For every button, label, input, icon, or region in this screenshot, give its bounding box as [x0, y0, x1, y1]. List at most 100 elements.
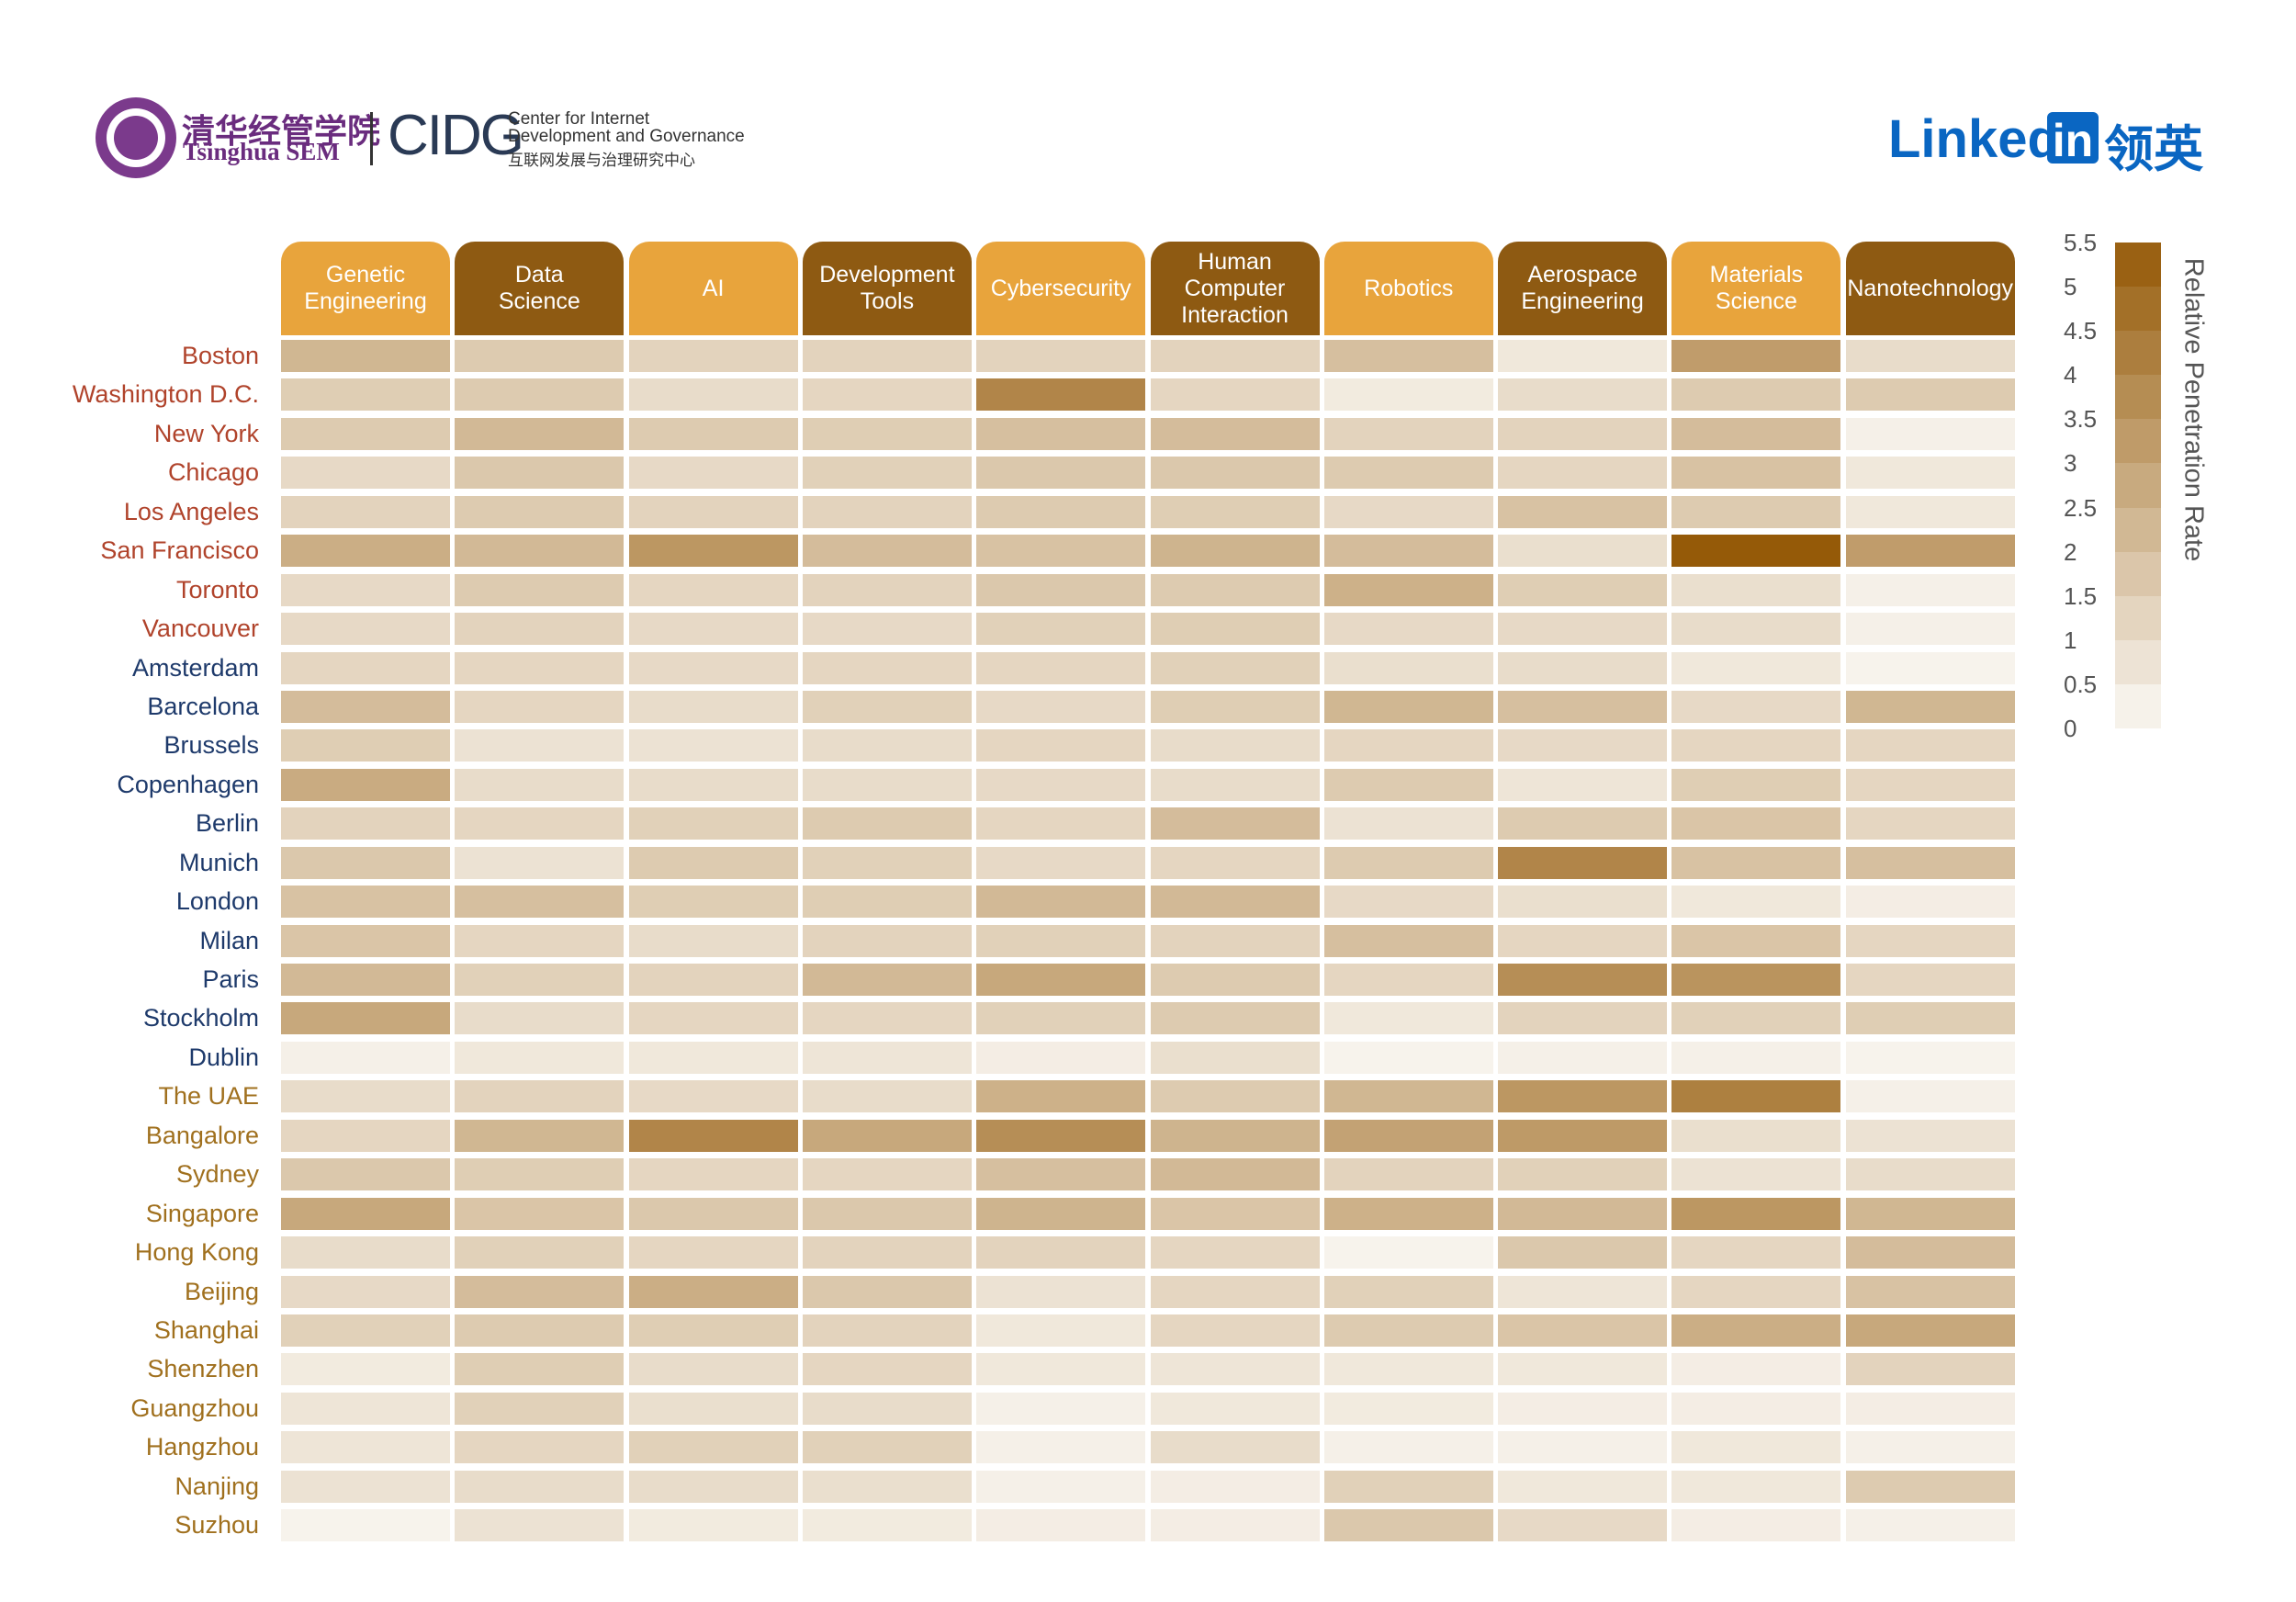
row-label: Paris [202, 965, 259, 994]
heatmap-cell [976, 495, 1146, 528]
heatmap-cell [1150, 457, 1320, 490]
heatmap-cell [1671, 495, 1841, 528]
heatmap-cell [1150, 729, 1320, 762]
heatmap-cell [976, 729, 1146, 762]
heatmap-cell [1671, 378, 1841, 412]
heatmap-cell [1671, 1119, 1841, 1152]
colorbar-tick-label: 0.5 [2064, 670, 2098, 698]
row-label: Milan [199, 926, 259, 954]
heatmap-cell [1150, 1314, 1320, 1347]
column-header: Nanotechnology [1845, 242, 2015, 335]
heatmap-cell [802, 1275, 972, 1308]
cidg-line: Development and Governance [508, 127, 745, 146]
heatmap-cell [628, 1392, 798, 1425]
heatmap-cell [1671, 846, 1841, 879]
heatmap-cell [1323, 729, 1493, 762]
colorbar-band [2115, 331, 2161, 376]
heatmap-cell [802, 1353, 972, 1386]
row-label: Beijing [184, 1277, 259, 1305]
heatmap-cell [1845, 768, 2015, 801]
heatmap-cell [1845, 340, 2015, 372]
heatmap-cell [1323, 340, 1493, 372]
tsinghua-en: Tsinghua SEM [183, 138, 340, 165]
heatmap-cell [628, 768, 798, 801]
heatmap-cell [628, 1080, 798, 1113]
heatmap-cell [802, 457, 972, 490]
heatmap-cell [1150, 573, 1320, 606]
colorbar-tick-label: 1 [2064, 626, 2077, 654]
heatmap-cell [976, 457, 1146, 490]
heatmap-cell [628, 886, 798, 919]
heatmap-cell [1498, 1470, 1668, 1503]
heatmap-cell [281, 1002, 450, 1035]
heatmap-cell [281, 340, 450, 372]
heatmap-cell [281, 886, 450, 919]
heatmap-cell [281, 1236, 450, 1269]
heatmap-cell [1150, 1275, 1320, 1308]
heatmap-cell [281, 1392, 450, 1425]
column-header: Genetic Engineering [281, 242, 450, 335]
heatmap-cell [1671, 1470, 1841, 1503]
heatmap-cell [628, 729, 798, 762]
heatmap-cell [455, 457, 625, 490]
heatmap-cell [976, 1431, 1146, 1464]
heatmap-cell [1323, 924, 1493, 957]
heatmap-cell [281, 768, 450, 801]
heatmap-cell [1323, 1392, 1493, 1425]
row-label: Sydney [175, 1160, 259, 1189]
heatmap-cell [455, 378, 625, 412]
heatmap-cell [1845, 1314, 2015, 1347]
heatmap-cell [281, 1158, 450, 1191]
heatmap-cell [628, 964, 798, 997]
heatmap-cell [1671, 924, 1841, 957]
column-header: Aerospace Engineering [1498, 242, 1668, 335]
row-label: Berlin [195, 809, 259, 838]
heatmap-cell [802, 573, 972, 606]
row-label: Stockholm [142, 1004, 259, 1032]
heatmap-cell [1323, 1509, 1493, 1542]
row-label: Shenzhen [147, 1355, 259, 1383]
heatmap-cell [1323, 1275, 1493, 1308]
heatmap-cell [1671, 1509, 1841, 1542]
heatmap-cell [802, 651, 972, 684]
heatmap-cell [976, 807, 1146, 840]
heatmap-cell [976, 924, 1146, 957]
heatmap-cell [281, 1353, 450, 1386]
row-label: Brussels [163, 731, 259, 760]
colorbar-band [2115, 683, 2161, 728]
heatmap-cell [802, 1431, 972, 1464]
heatmap-cell [1323, 768, 1493, 801]
heatmap-cell [455, 1236, 625, 1269]
column-header: Data Science [455, 242, 625, 335]
heatmap-cell [281, 573, 450, 606]
heatmap-cell [628, 417, 798, 450]
heatmap-cell [628, 807, 798, 840]
heatmap-cell [628, 1353, 798, 1386]
heatmap-cell [1845, 378, 2015, 412]
heatmap-cell [281, 457, 450, 490]
heatmap-cell [281, 378, 450, 412]
heatmap-cell [1323, 1041, 1493, 1074]
row-label: Vancouver [141, 615, 259, 643]
heatmap-cell [1845, 1002, 2015, 1035]
heatmap-cell [1845, 1509, 2015, 1542]
heatmap-cell [1323, 613, 1493, 646]
heatmap-cell [455, 1431, 625, 1464]
heatmap-cell [1498, 613, 1668, 646]
row-label: Nanjing [174, 1472, 259, 1500]
colorbar-band [2115, 375, 2161, 420]
row-label: Hangzhou [145, 1433, 259, 1461]
heatmap-cell [1671, 807, 1841, 840]
heatmap-cell [976, 378, 1146, 412]
heatmap-cell [1845, 1158, 2015, 1191]
emblem-core [114, 116, 158, 160]
heatmap-cell [455, 846, 625, 879]
row-label: Munich [178, 848, 259, 876]
row-label: Amsterdam [131, 653, 259, 682]
row-label: Washington D.C. [72, 380, 259, 409]
heatmap-cell [1671, 417, 1841, 450]
row-label: San Francisco [100, 536, 259, 565]
heatmap-cell [1671, 1353, 1841, 1386]
heatmap-cell [455, 1470, 625, 1503]
